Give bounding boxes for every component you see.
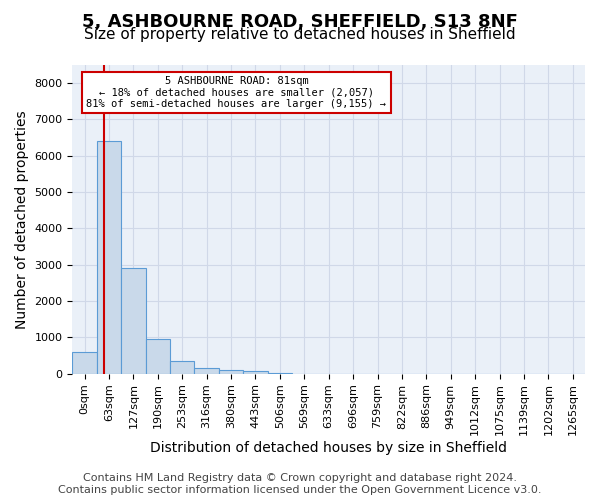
Y-axis label: Number of detached properties: Number of detached properties (15, 110, 29, 328)
Bar (73, 352, 97, 374)
Text: Size of property relative to detached houses in Sheffield: Size of property relative to detached ho… (84, 28, 516, 42)
Bar (219, 370, 243, 374)
Text: 5 ASHBOURNE ROAD: 81sqm
← 18% of detached houses are smaller (2,057)
81% of semi: 5 ASHBOURNE ROAD: 81sqm ← 18% of detache… (86, 76, 386, 109)
Bar (146, 339, 170, 374)
Bar (194, 368, 219, 374)
Text: 5, ASHBOURNE ROAD, SHEFFIELD, S13 8NF: 5, ASHBOURNE ROAD, SHEFFIELD, S13 8NF (82, 12, 518, 30)
Bar (121, 268, 146, 374)
Text: Contains HM Land Registry data © Crown copyright and database right 2024.
Contai: Contains HM Land Registry data © Crown c… (58, 474, 542, 495)
Bar (97, 142, 121, 374)
Bar (170, 361, 194, 374)
Bar (243, 371, 268, 374)
X-axis label: Distribution of detached houses by size in Sheffield: Distribution of detached houses by size … (150, 441, 507, 455)
